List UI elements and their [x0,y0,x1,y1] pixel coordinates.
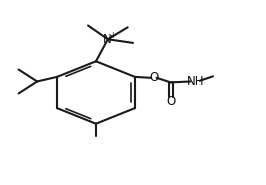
Text: +: + [109,31,116,41]
Text: O: O [166,95,175,108]
Text: O: O [149,71,159,84]
Text: NH: NH [187,75,205,88]
Text: N: N [103,33,111,46]
